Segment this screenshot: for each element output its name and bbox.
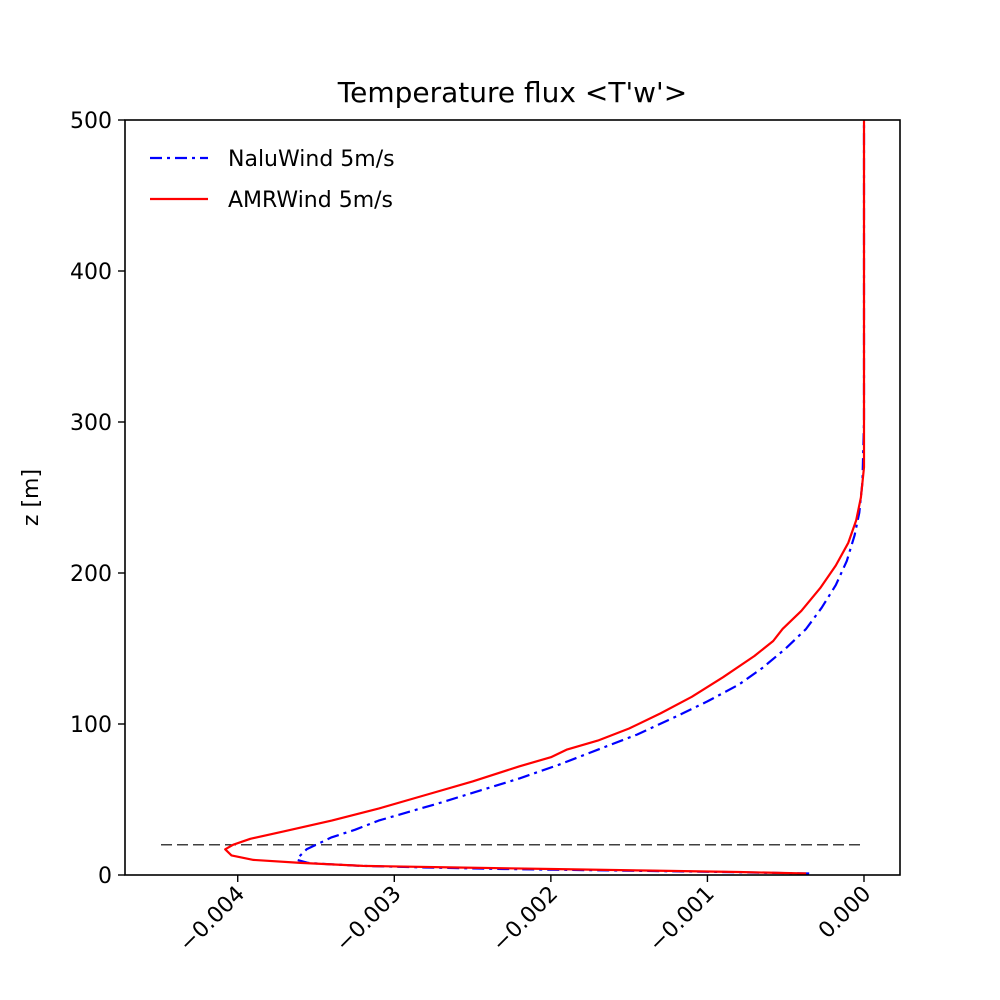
legend-entry: AMRWind 5m/s [228,188,393,213]
plot-area [124,119,901,876]
series-line-1 [224,120,866,875]
plot-frame [124,119,901,876]
y-tick-label: 300 [70,411,112,436]
y-tick-label: 500 [70,109,112,134]
y-tick-label: 400 [70,260,112,285]
y-axis-label: z [m] [19,469,44,526]
legend-entry: NaluWind 5m/s [228,147,395,172]
y-tick-label: 100 [70,713,112,738]
y-tick-label: 0 [98,864,112,889]
y-tick-label: 200 [70,562,112,587]
legend: NaluWind 5m/s AMRWind 5m/s [150,147,395,213]
chart-title: Temperature flux <T'w'> [337,76,687,109]
